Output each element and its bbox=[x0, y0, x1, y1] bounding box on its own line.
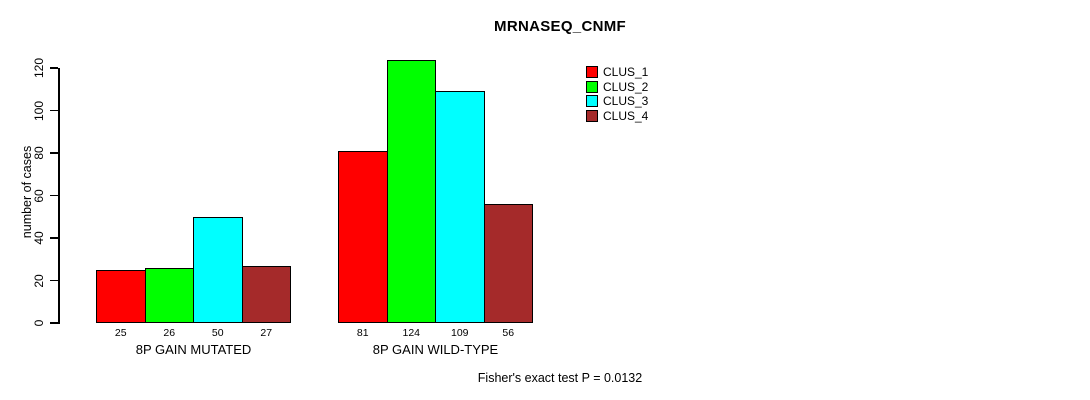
legend-label: CLUS_2 bbox=[603, 79, 649, 94]
bar-value-label: 25 bbox=[114, 327, 127, 339]
x-category-label: 8P GAIN MUTATED bbox=[135, 342, 252, 357]
y-axis-tick bbox=[50, 322, 58, 324]
legend-item-clus-1: CLUS_1 bbox=[586, 65, 648, 79]
legend-swatch-clus-2 bbox=[586, 80, 598, 93]
y-axis-tick bbox=[50, 279, 58, 282]
legend-swatch-clus-4 bbox=[586, 110, 598, 123]
fisher-test-caption: Fisher's exact test P = 0.0132 bbox=[477, 371, 643, 385]
bar-value-label: 50 bbox=[211, 327, 224, 339]
legend-swatch-clus-3 bbox=[586, 95, 598, 108]
legend-label: CLUS_4 bbox=[603, 109, 649, 124]
bar-value-label: 56 bbox=[502, 327, 515, 339]
bar-clus-4-8p-gain-wild-type bbox=[483, 204, 533, 323]
y-axis-tick bbox=[50, 67, 58, 69]
legend-label: CLUS_1 bbox=[603, 65, 649, 79]
legend-item-clus-2: CLUS_2 bbox=[586, 80, 648, 94]
x-category-label: 8P GAIN WILD-TYPE bbox=[372, 342, 499, 357]
chart-title: MRNASEQ_CNMF bbox=[494, 18, 626, 35]
legend-item-clus-3: CLUS_3 bbox=[586, 94, 648, 108]
bar-value-label: 27 bbox=[260, 327, 273, 339]
bar-value-label: 124 bbox=[402, 327, 421, 339]
legend-label: CLUS_3 bbox=[603, 94, 649, 109]
y-axis-tick bbox=[50, 194, 58, 197]
bar-value-label: 109 bbox=[450, 327, 469, 339]
bar-clus-2-8p-gain-wild-type bbox=[386, 59, 436, 323]
bar-clus-1-8p-gain-mutated bbox=[96, 269, 146, 323]
y-axis-line bbox=[58, 68, 60, 324]
bar-value-label: 26 bbox=[163, 327, 176, 339]
y-axis-tick bbox=[50, 237, 58, 239]
bar-clus-4-8p-gain-mutated bbox=[241, 265, 291, 323]
bar-clus-3-8p-gain-mutated bbox=[193, 216, 243, 323]
y-axis-tick bbox=[50, 152, 58, 154]
legend-item-clus-4: CLUS_4 bbox=[586, 109, 648, 123]
y-axis-tick bbox=[50, 109, 58, 112]
legend-swatch-clus-1 bbox=[586, 66, 598, 78]
bar-value-label: 81 bbox=[356, 327, 369, 339]
bar-clus-1-8p-gain-wild-type bbox=[338, 150, 388, 323]
